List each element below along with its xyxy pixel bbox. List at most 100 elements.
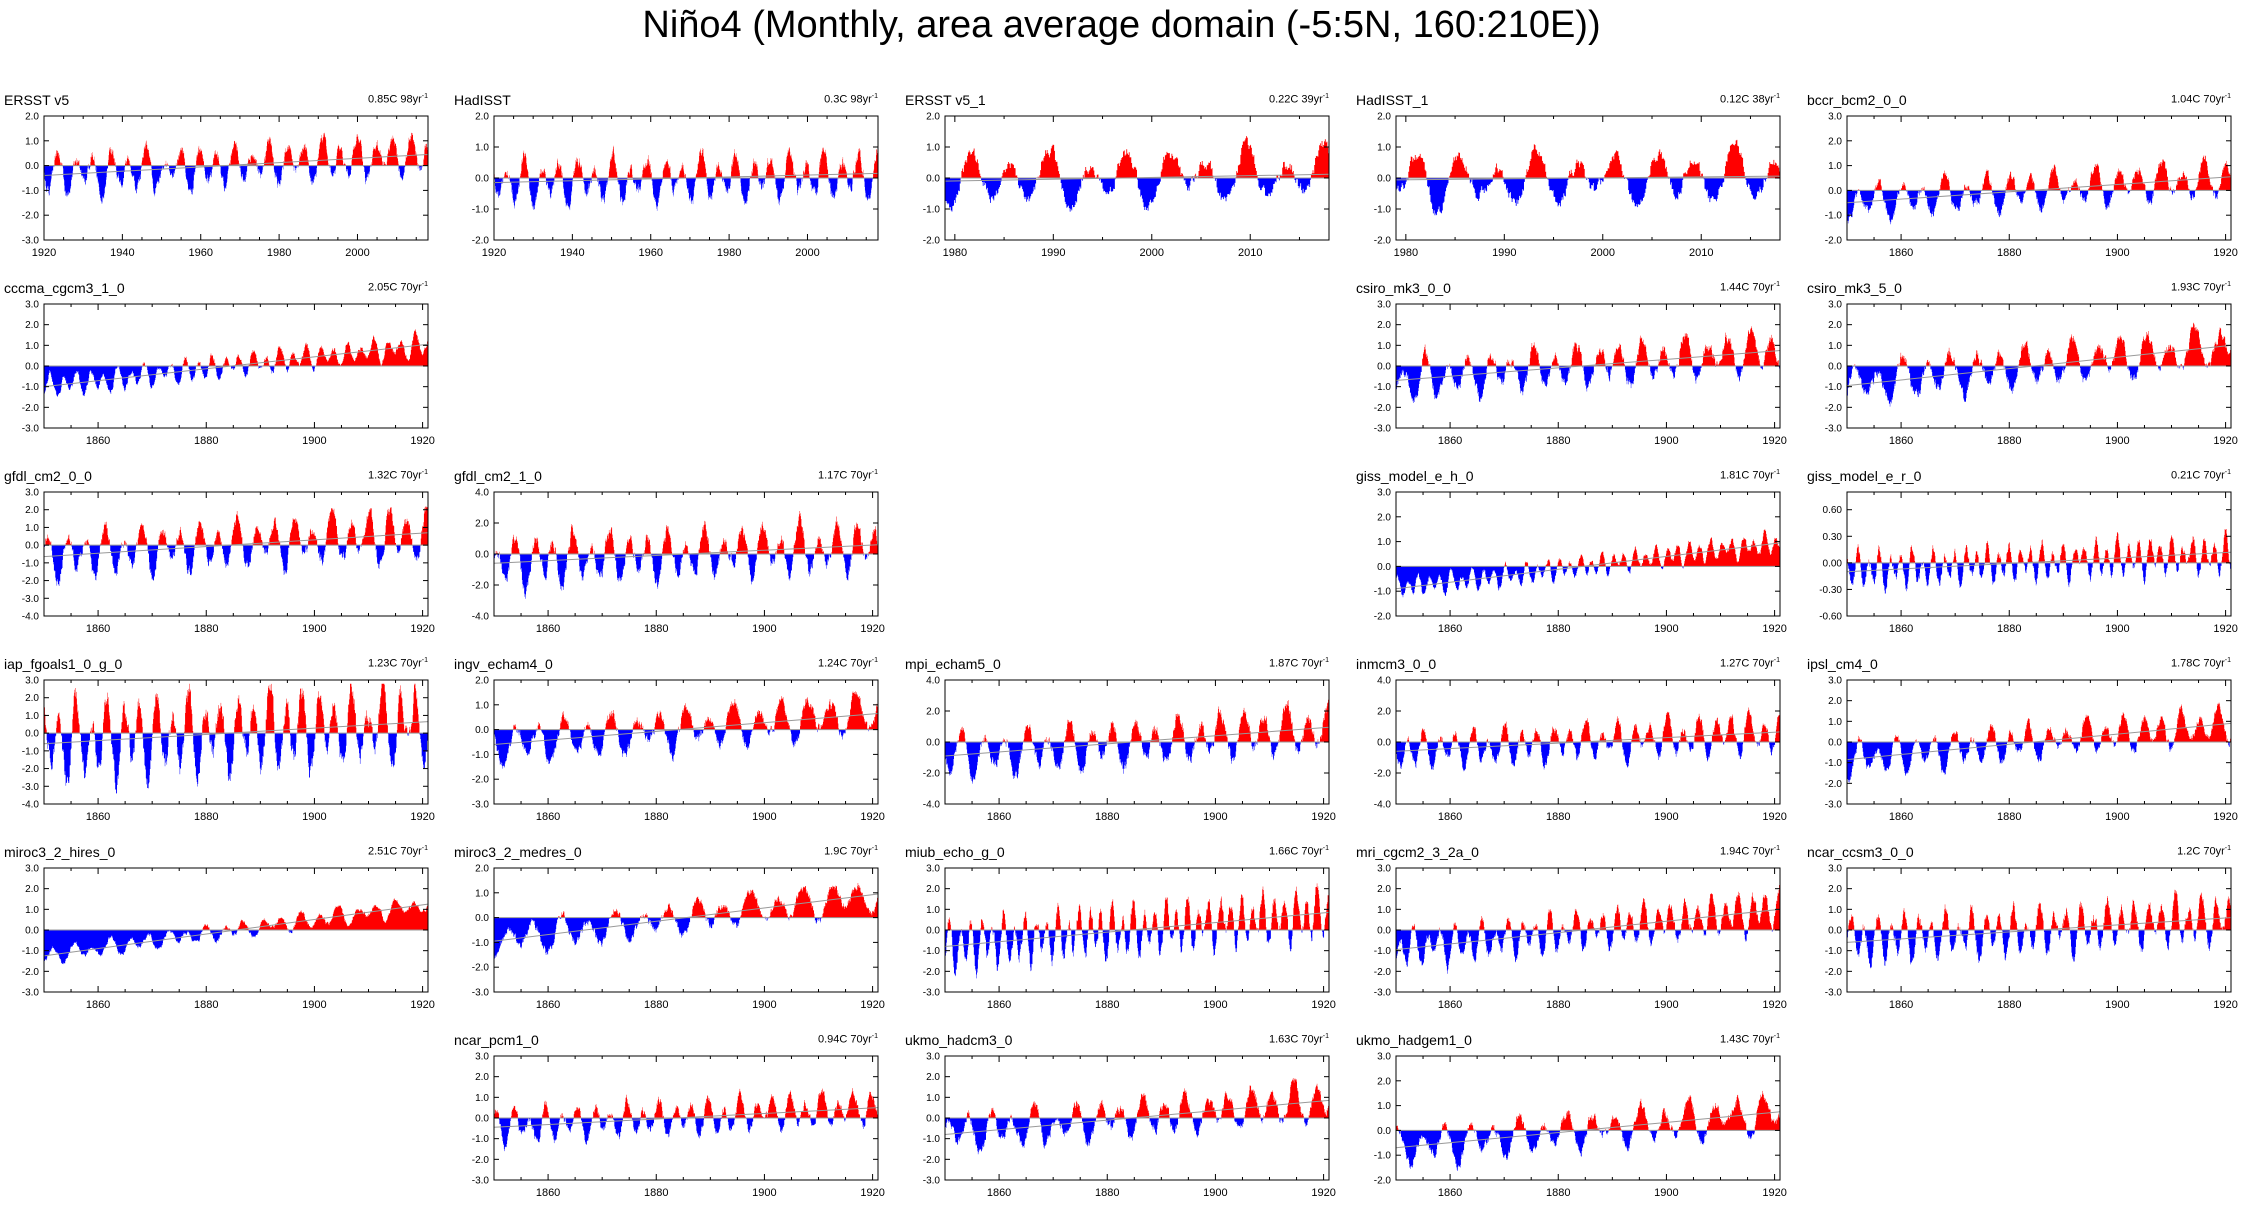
y-tick-label: 0.0 <box>926 738 940 749</box>
y-tick-label: 3.0 <box>926 864 940 875</box>
y-tick-label: 0.0 <box>25 362 39 373</box>
x-tick-label: 1880 <box>1546 811 1570 823</box>
x-tick-label: 1880 <box>1546 623 1570 635</box>
panel-title: inmcm3_0_0 <box>1356 656 1437 672</box>
x-tick-label: 1920 <box>410 999 434 1011</box>
trend-value: 1.63C 70yr <box>1268 1033 1323 1046</box>
y-tick-label: 0.0 <box>1377 174 1391 185</box>
x-tick-label: 1920 <box>2213 999 2237 1011</box>
trend-exponent: -1 <box>871 469 878 476</box>
trend-line <box>493 712 879 745</box>
chart-panel: miroc3_2_medres_0 1.9C 70yr-1 2.0 1.0 0.0 -1.… <box>452 844 892 1029</box>
x-tick-label: 1880 <box>644 623 668 635</box>
x-tick-label: 1980 <box>717 247 741 259</box>
y-tick-label: -1.0 <box>923 205 941 216</box>
panel-trend: 1.87C 70yr-1 <box>1269 657 1329 670</box>
panel-trend: 1.24C 70yr-1 <box>818 657 878 670</box>
y-tick-label: 2.0 <box>25 884 39 895</box>
panel-title: csiro_mk3_0_0 <box>1356 280 1451 296</box>
chart-panel: gfdl_cm2_1_0 1.17C 70yr-1 4.0 2.0 0.0 -2.0 -4.… <box>452 468 892 653</box>
y-tick-label: -1.0 <box>472 938 490 949</box>
negative-anomaly-area <box>1847 190 2219 225</box>
trend-value: 1.2C 70yr <box>2177 845 2225 858</box>
y-tick-label: -3.0 <box>472 988 490 999</box>
y-tick-label: -3.0 <box>1825 800 1843 811</box>
positive-anomaly-area <box>947 883 1329 930</box>
negative-anomaly-area <box>494 178 874 211</box>
plot-frame <box>43 679 429 805</box>
chart-panel: ingv_echam4_0 1.24C 70yr-1 2.0 1.0 0.0 -1.0 -2… <box>452 656 892 841</box>
x-tick-label: 1920 <box>860 623 884 635</box>
trend-exponent: -1 <box>2224 657 2231 664</box>
y-tick-label: -4.0 <box>22 800 40 811</box>
x-tick-label: 1860 <box>536 1187 560 1199</box>
y-tick-label: -3.0 <box>1825 424 1843 435</box>
positive-anomaly-area <box>494 145 878 178</box>
x-tick-label: 1880 <box>194 999 218 1011</box>
y-tick-label: -4.0 <box>472 612 490 623</box>
positive-anomaly-area <box>1848 889 2231 930</box>
y-tick-label: 2.0 <box>475 676 489 687</box>
trend-exponent: -1 <box>1773 93 1780 100</box>
negative-anomaly-area <box>1398 1130 1755 1172</box>
x-tick-label: 1860 <box>86 811 110 823</box>
chart-panel: cccma_cgcm3_1_0 2.05C 70yr-1 3.0 2.0 1.0 0.0 -… <box>2 280 442 465</box>
negative-anomaly-area <box>44 930 294 965</box>
y-tick-label: -1.0 <box>1374 1151 1392 1162</box>
x-tick-label: 1860 <box>86 435 110 447</box>
plot-frame <box>493 679 879 805</box>
negative-anomaly-area <box>494 917 823 959</box>
positive-anomaly-area <box>1853 322 2231 366</box>
positive-anomaly-area <box>202 898 428 930</box>
y-tick-label: -1.0 <box>1374 205 1392 216</box>
x-tick-label: 1880 <box>194 811 218 823</box>
y-tick-label: -2.0 <box>22 764 40 775</box>
y-tick-label: -1.0 <box>923 946 941 957</box>
x-tick-label: 2000 <box>1591 247 1615 259</box>
y-tick-label: 2.0 <box>1828 884 1842 895</box>
chart-panel: miroc3_2_hires_0 2.51C 70yr-1 3.0 2.0 1.0 0.0… <box>2 844 442 1029</box>
chart-panel: csiro_mk3_0_0 1.44C 70yr-1 3.0 2.0 1.0 0.0 -1.… <box>1354 280 1794 465</box>
panel-plot: 3.0 2.0 1.0 0.0 -1.0 -2.0 -3.0 1860 1880 1900 1920 <box>22 300 435 448</box>
y-tick-label: -2.0 <box>923 1155 941 1166</box>
trend-value: 1.24C 70yr <box>817 657 872 670</box>
trend-line <box>1846 344 2232 387</box>
y-tick-label: 2.0 <box>926 707 940 718</box>
panel-title: gfdl_cm2_0_0 <box>4 468 92 484</box>
negative-anomaly-area <box>945 930 1325 979</box>
x-tick-label: 1990 <box>1492 247 1516 259</box>
y-tick-label: -1.0 <box>1374 587 1392 598</box>
y-tick-label: -2.0 <box>1825 967 1843 978</box>
chart-panel: inmcm3_0_0 1.27C 70yr-1 4.0 2.0 0.0 -2.0 -4.0 1… <box>1354 656 1794 841</box>
positive-anomaly-area <box>1857 702 2231 742</box>
y-tick-label: 2.0 <box>475 519 489 530</box>
panel-plot: 3.0 2.0 1.0 0.0 -1.0 -2.0 -3.0 1860 1880 1900 1920 <box>923 1052 1336 1200</box>
x-tick-label: 1860 <box>1438 811 1462 823</box>
y-tick-label: -2.0 <box>1374 403 1392 414</box>
y-tick-label: 0.0 <box>1377 1126 1391 1137</box>
x-tick-label: 1880 <box>1095 999 1119 1011</box>
x-tick-label: 1920 <box>2213 623 2237 635</box>
y-tick-label: 0.0 <box>1828 738 1842 749</box>
panel-title: iap_fgoals1_0_g_0 <box>4 656 123 672</box>
y-tick-label: 2.0 <box>1377 512 1391 523</box>
y-tick-label: -3.0 <box>22 424 40 435</box>
trend-line <box>493 544 879 564</box>
trend-line <box>1395 175 1781 181</box>
chart-panel: ERSST v5 0.85C 98yr-1 2.0 1.0 0.0 -1.0 -2.0 -3.… <box>2 92 442 277</box>
panel-trend: 1.78C 70yr-1 <box>2171 657 2231 670</box>
x-tick-label: 1860 <box>86 623 110 635</box>
y-tick-label: 3.0 <box>25 864 39 875</box>
trend-exponent: -1 <box>1773 1033 1780 1040</box>
y-tick-label: 1.0 <box>1377 143 1391 154</box>
x-tick-label: 1860 <box>1438 623 1462 635</box>
panel-trend: 1.93C 70yr-1 <box>2171 281 2231 294</box>
x-tick-label: 1920 <box>860 811 884 823</box>
negative-anomaly-area <box>494 554 869 599</box>
x-tick-label: 1900 <box>2105 999 2129 1011</box>
x-tick-label: 1900 <box>1203 811 1227 823</box>
panel-title: ncar_ccsm3_0_0 <box>1807 844 1914 860</box>
trend-exponent: -1 <box>421 93 428 100</box>
panel-plot: 4.0 2.0 0.0 -2.0 -4.0 1860 1880 1900 1920 <box>472 488 885 636</box>
